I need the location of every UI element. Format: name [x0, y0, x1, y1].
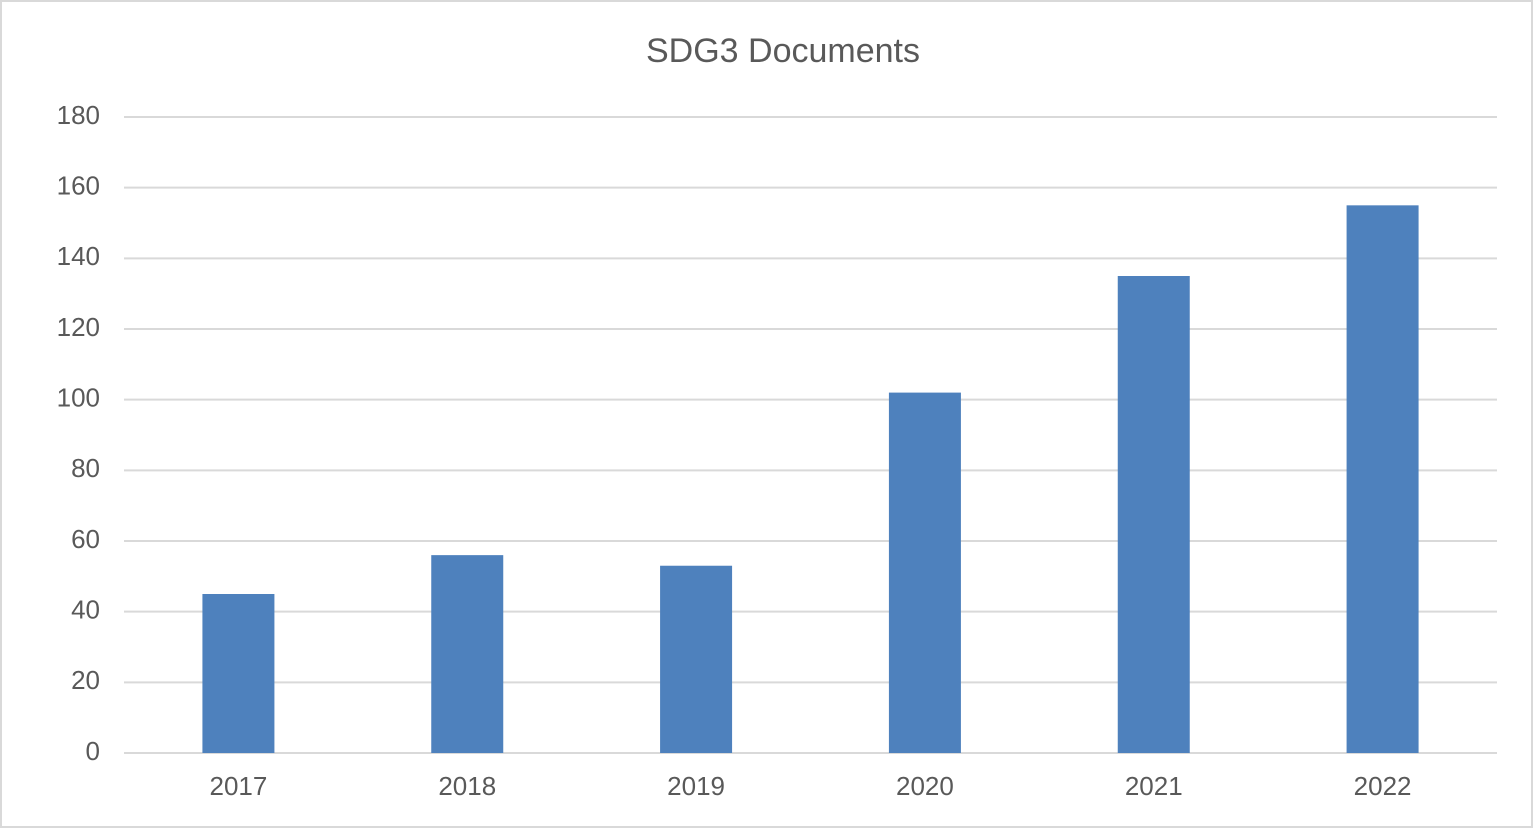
bar	[1117, 276, 1190, 753]
bar	[202, 594, 275, 753]
x-tick-label: 2020	[896, 771, 954, 801]
y-tick-label: 120	[57, 312, 100, 342]
y-tick-label: 20	[71, 665, 100, 695]
bar	[431, 555, 504, 753]
y-tick-label: 40	[71, 595, 100, 625]
chart-title: SDG3 Documents	[646, 32, 920, 70]
x-tick-label: 2018	[438, 771, 496, 801]
x-tick-label: 2019	[667, 771, 725, 801]
x-tick-label: 2017	[209, 771, 267, 801]
x-tick-label: 2021	[1125, 771, 1183, 801]
y-tick-label: 100	[57, 383, 100, 413]
x-tick-label: 2022	[1354, 771, 1412, 801]
y-tick-label: 0	[86, 736, 100, 766]
y-tick-label: 80	[71, 453, 100, 483]
y-tick-label: 180	[57, 100, 100, 130]
y-tick-label: 140	[57, 241, 100, 271]
y-tick-label: 160	[57, 171, 100, 201]
bar	[1346, 205, 1419, 754]
bar	[660, 565, 733, 753]
bar	[888, 392, 961, 753]
y-tick-label: 60	[71, 524, 100, 554]
